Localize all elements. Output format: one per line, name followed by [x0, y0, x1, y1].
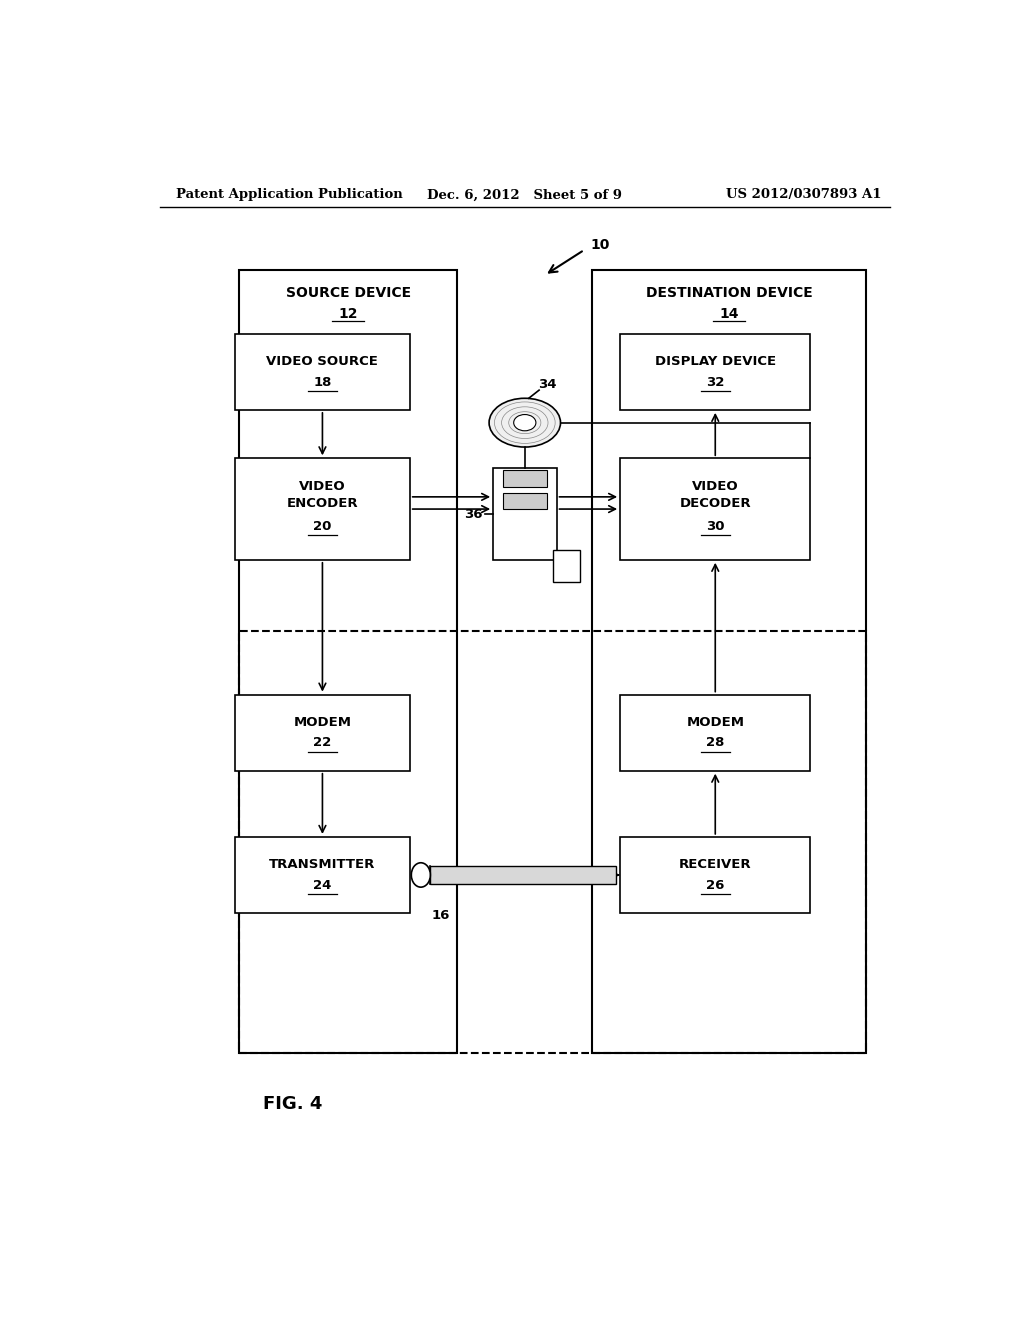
- Text: 24: 24: [313, 879, 332, 891]
- FancyBboxPatch shape: [620, 837, 811, 913]
- Text: DISPLAY DEVICE: DISPLAY DEVICE: [654, 355, 776, 368]
- Text: VIDEO: VIDEO: [299, 480, 346, 494]
- Text: 12: 12: [339, 308, 358, 321]
- Text: DESTINATION DEVICE: DESTINATION DEVICE: [646, 285, 812, 300]
- Ellipse shape: [489, 399, 560, 447]
- Text: MODEM: MODEM: [686, 715, 744, 729]
- FancyBboxPatch shape: [620, 458, 811, 560]
- FancyBboxPatch shape: [430, 866, 616, 884]
- Text: 22: 22: [313, 737, 332, 750]
- Text: 30: 30: [706, 520, 725, 533]
- Text: VIDEO SOURCE: VIDEO SOURCE: [266, 355, 379, 368]
- Text: 14: 14: [720, 308, 739, 321]
- Text: ENCODER: ENCODER: [287, 498, 358, 511]
- Text: RECEIVER: RECEIVER: [679, 858, 752, 871]
- Text: US 2012/0307893 A1: US 2012/0307893 A1: [726, 189, 882, 202]
- Text: 34: 34: [538, 378, 556, 391]
- Text: TRANSMITTER: TRANSMITTER: [269, 858, 376, 871]
- Ellipse shape: [514, 414, 536, 430]
- Circle shape: [412, 863, 430, 887]
- Text: 32: 32: [707, 375, 724, 388]
- Text: 10: 10: [591, 238, 610, 252]
- Text: MODEM: MODEM: [294, 715, 351, 729]
- FancyBboxPatch shape: [240, 271, 458, 1053]
- FancyBboxPatch shape: [236, 458, 410, 560]
- Text: Dec. 6, 2012   Sheet 5 of 9: Dec. 6, 2012 Sheet 5 of 9: [427, 189, 623, 202]
- FancyBboxPatch shape: [620, 694, 811, 771]
- Text: SOURCE DEVICE: SOURCE DEVICE: [286, 285, 411, 300]
- FancyBboxPatch shape: [620, 334, 811, 411]
- Text: 28: 28: [707, 737, 724, 750]
- FancyBboxPatch shape: [236, 694, 410, 771]
- Text: VIDEO: VIDEO: [692, 480, 738, 494]
- Text: FIG. 4: FIG. 4: [263, 1094, 323, 1113]
- FancyBboxPatch shape: [236, 837, 410, 913]
- Text: Patent Application Publication: Patent Application Publication: [176, 189, 402, 202]
- FancyBboxPatch shape: [236, 334, 410, 411]
- Text: DECODER: DECODER: [680, 498, 751, 511]
- FancyBboxPatch shape: [592, 271, 866, 1053]
- Text: 20: 20: [313, 520, 332, 533]
- Text: 36: 36: [464, 508, 482, 520]
- Text: 26: 26: [707, 879, 724, 891]
- FancyBboxPatch shape: [503, 492, 547, 510]
- Text: 16: 16: [431, 909, 450, 923]
- Text: 18: 18: [313, 375, 332, 388]
- FancyBboxPatch shape: [553, 549, 581, 582]
- FancyBboxPatch shape: [494, 469, 557, 560]
- FancyBboxPatch shape: [503, 470, 547, 487]
